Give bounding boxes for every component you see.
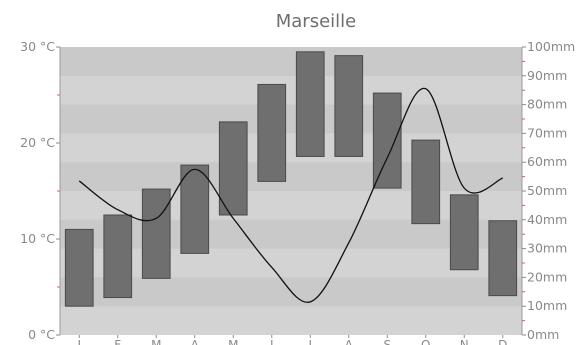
precipitation-tick-label: 40mm [527,212,567,227]
temperature-bar-10 [411,139,441,225]
month-label: O [421,338,430,345]
plot-band [60,162,522,191]
temperature-tick-label: 0 °C [28,327,55,342]
plot-band [60,219,522,249]
precipitation-tick-label: 20mm [527,269,567,284]
precipitation-tick-label: 0mm [527,327,559,342]
month-label: F [114,338,121,345]
precipitation-tick-label: 30mm [527,241,567,256]
month-label: A [345,338,354,345]
precipitation-tick-label: 90mm [527,68,567,83]
month-label: M [151,338,161,345]
chart-title: Marseille [276,11,357,32]
precipitation-tick-label: 50mm [527,183,567,198]
month-label: J [307,338,312,345]
plot-band [60,47,522,76]
temperature-bars [64,51,518,307]
temperature-tick-label: 10 °C [20,231,55,246]
month-label: S [383,338,391,345]
month-label: A [191,338,200,345]
plot-background [60,47,522,335]
precipitation-tick-label: 80mm [527,97,567,112]
precipitation-axis: 0mm 10mm 20mm 30mm 40mm 50mm 60mm 70mm 80mm 90mm 1… [521,39,575,342]
temperature-bar-3 [141,188,171,279]
temperature-bar-2 [103,214,133,299]
precipitation-tick-label: 70mm [527,125,567,140]
temperature-bar-9 [372,92,402,189]
precipitation-tick-label: 60mm [527,154,567,169]
temperature-tick-label: 30 °C [20,39,55,54]
temperature-bar-12 [488,220,518,297]
month-label: M [228,338,238,345]
temperature-bar-11 [449,194,479,271]
temperature-bar-1 [64,228,94,307]
temperature-bar-6 [257,83,287,182]
temperature-bar-8 [334,55,364,157]
month-label: N [460,338,469,345]
temperature-bar-7 [295,51,325,157]
month-label: J [76,338,81,345]
plot-band [60,104,522,134]
precipitation-tick-label: 100mm [527,39,575,54]
temperature-bar-4 [180,164,210,254]
temperature-tick-label: 20 °C [20,135,55,150]
precipitation-line [78,88,504,303]
month-label: D [498,338,507,345]
precipitation-tick-label: 10mm [527,298,567,313]
temperature-axis: 0 °C 10 °C 20 °C 30 °C [20,39,61,342]
temperature-bar-5 [218,121,248,216]
month-label: J [269,338,274,345]
